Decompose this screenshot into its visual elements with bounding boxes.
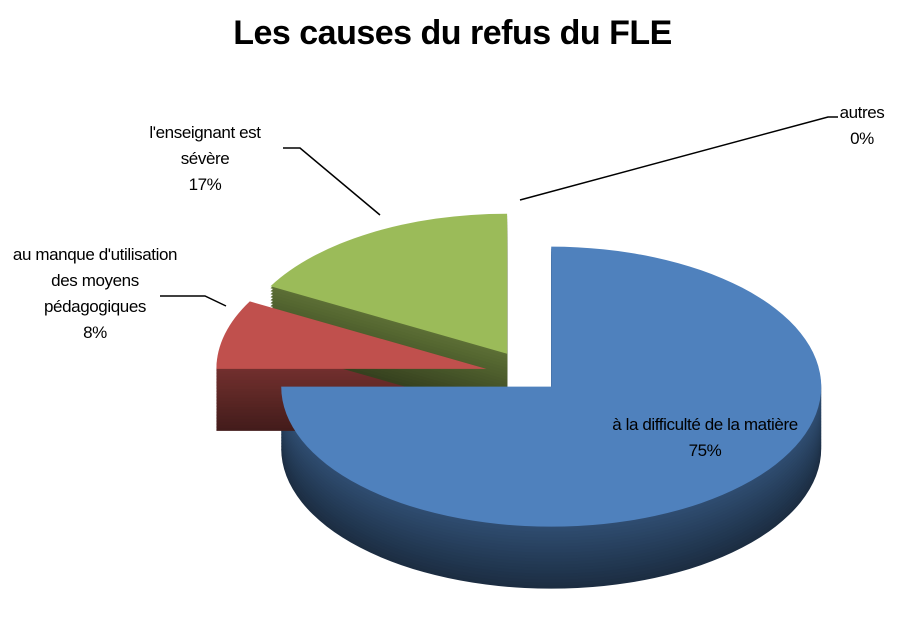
value-label: 0% <box>850 129 874 148</box>
value-label: 8% <box>83 323 107 342</box>
pie-slice <box>270 213 508 354</box>
category-label: à la difficulté de la matière <box>612 415 798 434</box>
leader-line <box>160 295 227 307</box>
category-label: au manque d'utilisation des moyens pédag… <box>12 245 178 316</box>
pie-slice <box>216 301 487 369</box>
pie-slice <box>281 246 822 527</box>
category-label: l'enseignant est sévère <box>149 123 261 168</box>
slice-label: à la difficulté de la matière 75% <box>605 412 805 464</box>
value-label: 75% <box>688 441 722 460</box>
value-label: 17% <box>188 175 222 194</box>
leader-line <box>283 147 381 216</box>
category-label: autres <box>839 103 885 122</box>
slice-label: autres 0% <box>820 100 904 152</box>
leader-line <box>519 116 838 201</box>
slice-label: au manque d'utilisation des moyens pédag… <box>10 242 180 346</box>
slice-label: l'enseignant est sévère 17% <box>130 120 280 198</box>
pie-tops <box>216 213 822 527</box>
leader-lines <box>160 116 838 307</box>
chart-title: Les causes du refus du FLE <box>233 14 672 52</box>
